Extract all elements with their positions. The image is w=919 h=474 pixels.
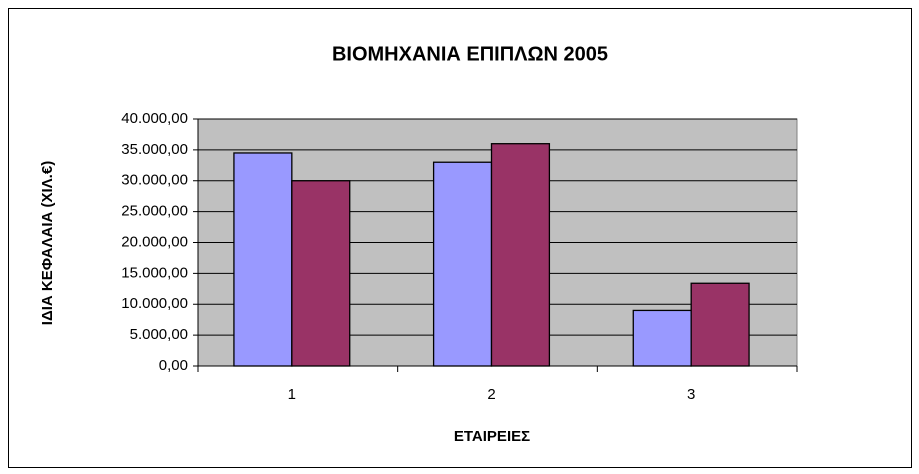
y-tick-label: 25.000,00 <box>121 203 188 220</box>
bar <box>233 152 293 367</box>
y-axis-title: ΙΔΙΑ ΚΕΦΑΛΑΙΑ (ΧΙΛ.€) <box>39 161 56 325</box>
y-tick-label: 15.000,00 <box>121 264 188 281</box>
x-tick-label: 1 <box>288 386 296 403</box>
y-tick-label: 35.000,00 <box>121 141 188 158</box>
x-tick-label: 3 <box>687 386 695 403</box>
y-tick-label: 0,00 <box>159 357 188 374</box>
y-tick-label: 5.000,00 <box>130 326 188 343</box>
y-tick-label: 20.000,00 <box>121 233 188 250</box>
y-tick-label: 40.000,00 <box>121 110 188 127</box>
chart-title: ΒΙΟΜΗΧΑΝΙΑ ΕΠΙΠΛΩΝ 2005 <box>332 43 608 65</box>
x-tick-label: 2 <box>487 386 495 403</box>
bar <box>690 282 750 367</box>
bar <box>432 161 493 367</box>
y-tick-label: 10.000,00 <box>121 295 188 312</box>
x-axis-title: ΕΤΑΙΡΕΙΕΣ <box>454 428 530 445</box>
bar <box>291 180 351 367</box>
y-tick-label: 30.000,00 <box>121 172 188 189</box>
bar <box>632 309 692 367</box>
bar <box>490 143 551 367</box>
